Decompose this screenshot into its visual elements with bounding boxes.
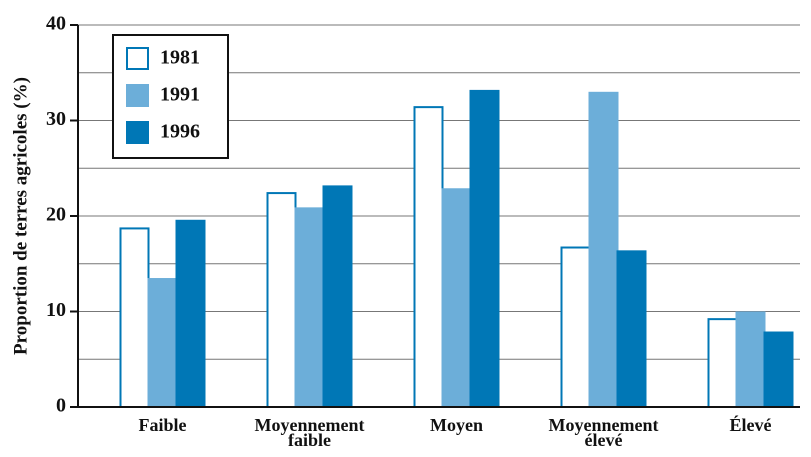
- legend-swatch: [126, 121, 149, 144]
- bar: [147, 278, 178, 408]
- bar: [469, 89, 500, 409]
- x-tick-label: Moyennement faible: [255, 415, 365, 450]
- x-tick-label: Moyennement élevé: [549, 415, 659, 450]
- x-tick-line: Faible: [139, 415, 187, 435]
- bar: [441, 188, 472, 408]
- x-tick-line: Élevé: [730, 414, 772, 435]
- x-tick-line: faible: [288, 430, 331, 450]
- legend-label: 1981: [160, 47, 200, 69]
- x-tick-label: Moyen: [430, 415, 483, 435]
- bar: [175, 219, 206, 408]
- x-tick-label: Faible: [139, 415, 187, 435]
- bar: [266, 192, 297, 408]
- x-tick-line: Moyennement: [549, 415, 659, 435]
- y-tick-label: 30: [46, 108, 66, 130]
- bar: [560, 246, 591, 408]
- bar: [119, 227, 150, 408]
- x-tick-line: élevé: [585, 430, 623, 450]
- bar: [413, 106, 444, 408]
- y-tick-label: 0: [56, 395, 66, 417]
- legend-swatch: [126, 84, 149, 107]
- x-tick-label: Élevé: [730, 414, 772, 435]
- bar: [322, 185, 353, 408]
- y-tick-label: 10: [46, 299, 66, 321]
- bar: [763, 331, 794, 409]
- bar: [616, 250, 647, 408]
- legend-label: 1991: [160, 84, 200, 106]
- x-tick-line: Moyen: [430, 415, 483, 435]
- bar: [294, 207, 325, 408]
- legend-label: 1996: [160, 121, 200, 143]
- legend-swatch: [126, 47, 149, 70]
- bar: [735, 311, 766, 408]
- bar: [707, 318, 738, 409]
- y-tick-label: 20: [46, 204, 66, 226]
- x-tick-line: Moyennement: [255, 415, 365, 435]
- y-tick-label: 40: [46, 13, 66, 35]
- y-axis-title: Proportion de terres agricoles (%): [10, 77, 31, 355]
- bar: [588, 91, 619, 409]
